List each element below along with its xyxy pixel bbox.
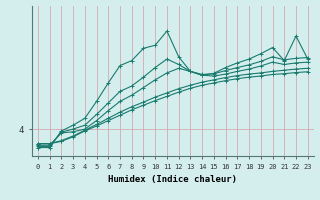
X-axis label: Humidex (Indice chaleur): Humidex (Indice chaleur): [108, 175, 237, 184]
